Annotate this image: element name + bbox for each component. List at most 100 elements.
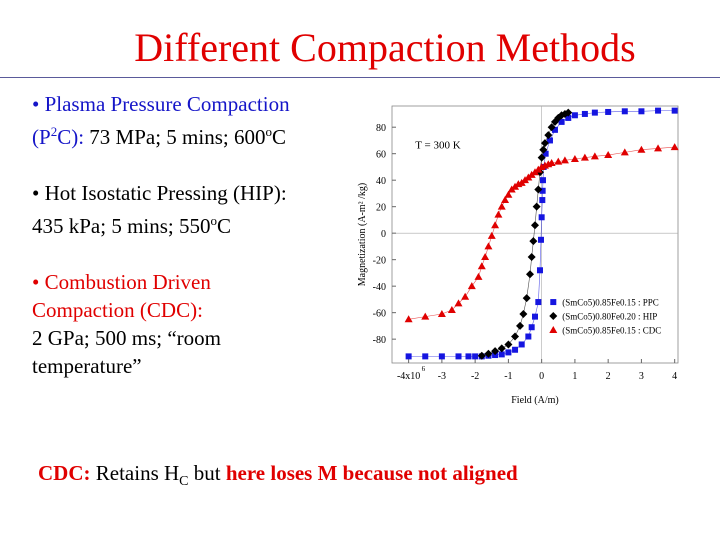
bullet-list: • Plasma Pressure Compaction (P2C): 73 M… [32, 90, 342, 380]
cdc-name-2: Compaction (CDC): [32, 298, 203, 322]
y-tick-label: 40 [376, 176, 386, 187]
data-point [654, 144, 663, 152]
hip-params: 435 kPa; 5 mins; 550 [32, 214, 211, 238]
x-tick-label: 3 [639, 371, 644, 382]
data-point [504, 190, 513, 198]
data-point [487, 231, 496, 239]
data-point [537, 236, 544, 243]
data-point [571, 112, 578, 119]
x-tick-label: -3 [438, 371, 446, 382]
data-point [536, 267, 543, 274]
x-tick-label: -1 [504, 371, 512, 382]
data-point [528, 324, 535, 331]
data-point [477, 262, 486, 270]
hip-bullet: • Hot Isostatic Pressing (HIP): 435 kPa;… [32, 179, 342, 240]
conclusion-line: CDC: Retains HC but here loses M because… [38, 461, 518, 490]
ppc-abbr: (P2C): [32, 124, 85, 149]
y-tick-label: -60 [373, 309, 386, 320]
data-point [539, 197, 546, 204]
conclusion-sub: C [179, 474, 189, 490]
data-point [447, 306, 456, 314]
data-point [621, 108, 628, 115]
data-point [484, 349, 493, 358]
data-point [558, 118, 565, 125]
data-point [535, 299, 542, 306]
data-point [546, 137, 553, 144]
data-point [620, 148, 629, 156]
data-point [477, 351, 486, 360]
y-tick-label: 80 [376, 123, 386, 134]
data-point [498, 351, 505, 358]
series-square [405, 107, 678, 360]
x-tick-exponent: 6 [422, 365, 426, 373]
temperature-annotation: T = 300 K [415, 139, 460, 151]
legend-label: (SmCo5)0.85Fe0.15 : PPC [562, 298, 659, 308]
legend-marker [550, 299, 557, 306]
data-point [564, 108, 573, 117]
hip-degree: o [210, 213, 218, 228]
data-point [516, 321, 525, 330]
data-point [437, 309, 446, 317]
data-point [494, 210, 503, 218]
data-point [481, 253, 490, 261]
data-point [518, 341, 525, 348]
data-point [491, 221, 500, 229]
data-point [547, 158, 556, 166]
data-point [539, 187, 546, 194]
data-point [544, 131, 553, 140]
data-point [527, 253, 536, 262]
data-point [491, 347, 500, 356]
data-point [465, 353, 472, 360]
series-line [481, 112, 569, 357]
data-point [532, 202, 541, 211]
conclusion-retains: Retains H [90, 461, 180, 485]
data-point [497, 344, 506, 353]
y-tick-label: 20 [376, 203, 386, 214]
data-point [519, 309, 528, 318]
data-point [560, 156, 569, 164]
data-point [454, 299, 463, 307]
ppc-unit: C [271, 125, 286, 149]
y-tick-label: -40 [373, 282, 386, 293]
data-point [484, 242, 493, 250]
legend-marker [549, 312, 558, 321]
data-point [591, 109, 598, 116]
data-point [531, 221, 539, 230]
legend: (SmCo5)0.85Fe0.15 : PPC (SmCo5)0.80Fe0.20… [549, 298, 661, 336]
x-tick-label: 1 [572, 371, 577, 382]
title-divider [0, 77, 720, 78]
x-tick-label: -2 [471, 371, 479, 382]
data-point [532, 313, 538, 320]
series-diamond [477, 108, 573, 360]
data-point [547, 123, 556, 132]
hip-name: • Hot Isostatic Pressing (HIP): [32, 181, 287, 205]
data-point [590, 152, 599, 160]
data-point [438, 353, 445, 360]
legend-label: (SmCo5)0.80Fe0.20 : HIP [562, 312, 657, 322]
conclusion-but: but [188, 461, 226, 485]
data-point [512, 346, 519, 353]
conclusion-cdc: CDC: [38, 461, 91, 485]
data-point [526, 270, 535, 279]
data-point [580, 153, 589, 161]
x-tick-label: 4 [672, 371, 677, 382]
data-point [670, 143, 679, 151]
y-tick-label: -20 [373, 256, 386, 267]
data-point [671, 107, 678, 114]
data-point [525, 333, 532, 340]
data-point [529, 237, 538, 246]
ppc-bullet: • Plasma Pressure Compaction (P2C): 73 M… [32, 90, 342, 151]
data-point [539, 145, 548, 154]
data-point [638, 108, 645, 115]
legend-marker [549, 326, 558, 334]
slide-title: Different Compaction Methods [134, 25, 636, 70]
data-point [421, 312, 430, 320]
series-triangle [404, 143, 679, 323]
cdc-bullet: • Combustion Driven Compaction (CDC): 2 … [32, 268, 342, 380]
magnetization-chart: -4x10 -3 -2 -1 0 1 2 3 4 6 -80 -60 -40 -20 0 20 40 60 80 Fi… [357, 105, 679, 406]
y-axis-label: Magnetization (A-m² /kg) [357, 183, 368, 287]
data-point [461, 292, 470, 300]
data-point [551, 126, 558, 133]
data-point [537, 153, 546, 162]
data-point [467, 282, 476, 290]
